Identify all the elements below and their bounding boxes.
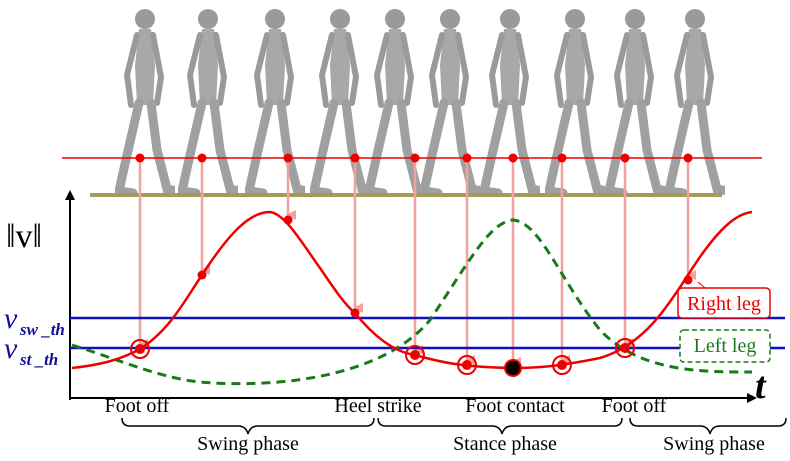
phase-braces — [121, 417, 787, 435]
shape — [130, 339, 150, 359]
curve-dots — [197, 215, 693, 318]
right-leg-curve — [71, 210, 753, 370]
shape — [283, 215, 293, 225]
event-label: Foot contact — [465, 395, 565, 417]
shape — [620, 153, 630, 163]
shape — [629, 417, 787, 435]
shape — [135, 153, 145, 163]
shape — [557, 360, 567, 370]
shape — [683, 275, 693, 285]
shape — [283, 153, 293, 163]
phase-label: Stance phase — [453, 433, 557, 455]
walker-figure — [369, 9, 427, 193]
walkers — [119, 9, 727, 193]
shape — [620, 343, 630, 353]
shape — [410, 153, 420, 163]
event-rings — [130, 338, 635, 375]
threshold-symbol: v — [4, 332, 18, 365]
shape — [197, 153, 207, 163]
shape — [552, 355, 572, 375]
event-label: Heel strike — [334, 395, 421, 417]
shape — [683, 153, 693, 163]
walker-figure — [609, 9, 667, 193]
y-axis-label: ‖v‖ — [6, 218, 42, 255]
shape — [350, 153, 360, 163]
shape — [350, 308, 360, 318]
event-label: Foot off — [105, 395, 170, 417]
top-dots — [135, 153, 693, 163]
legend-box — [679, 329, 771, 363]
event-label: Foot off — [602, 395, 667, 417]
legend-label: Left leg — [694, 335, 757, 357]
shape — [121, 417, 375, 435]
contact-dot — [504, 359, 522, 377]
legend-pointer — [697, 281, 706, 289]
shape — [557, 153, 567, 163]
shape — [462, 153, 472, 163]
shape — [508, 153, 518, 163]
walker-figure — [669, 9, 727, 193]
legend-label: Right leg — [687, 293, 761, 315]
shape — [377, 417, 623, 435]
shape — [135, 344, 145, 354]
walker-figure — [249, 9, 307, 193]
shape — [462, 360, 472, 370]
threshold-symbol: v — [4, 302, 18, 335]
shape — [410, 350, 420, 360]
threshold-subscript: sw _th — [19, 320, 65, 339]
walker-figure — [182, 9, 240, 193]
walker-figure — [549, 9, 607, 193]
phase-label: Swing phase — [663, 433, 765, 455]
shape — [457, 355, 477, 375]
shape — [197, 270, 207, 280]
walker-figure — [424, 9, 482, 193]
walker-figure — [119, 9, 177, 193]
arrows — [138, 158, 696, 367]
threshold-subscript: st _th — [19, 350, 58, 369]
shape — [615, 338, 635, 358]
left-leg-curve — [71, 218, 753, 386]
x-axis-label: t — [755, 365, 767, 407]
phase-label: Swing phase — [197, 433, 299, 455]
walker-figure — [314, 9, 372, 193]
shape — [405, 345, 425, 365]
legend-box — [677, 287, 771, 319]
